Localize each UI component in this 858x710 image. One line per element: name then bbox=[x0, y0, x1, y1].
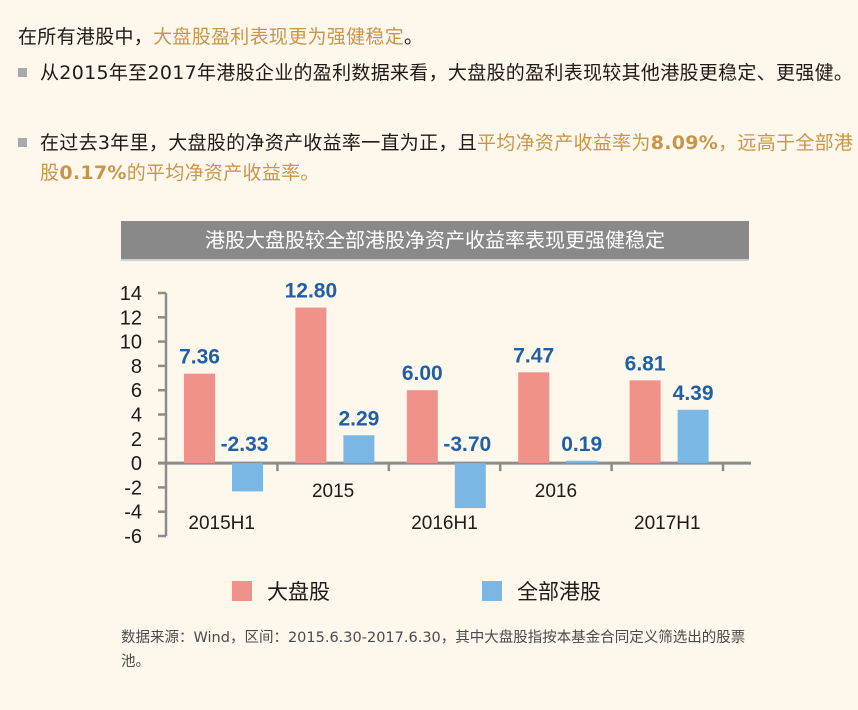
bar-all-hk bbox=[677, 409, 709, 464]
legend-swatch-icon bbox=[482, 581, 502, 601]
bullet-highlight-value: 0.17% bbox=[59, 162, 127, 184]
bar-large-cap bbox=[295, 307, 327, 464]
source-note: 数据来源：Wind，区间：2015.6.30-2017.6.30，其中大盘股指按… bbox=[121, 630, 746, 670]
data-label: 7.47 bbox=[513, 344, 554, 367]
intro-text: 在所有港股中，大盘股盈利表现更为强健稳定。 bbox=[18, 22, 423, 49]
bullet-square-icon bbox=[18, 68, 27, 77]
bar-large-cap bbox=[629, 380, 661, 464]
legend-label: 全部港股 bbox=[517, 580, 601, 604]
x-tick-label: 2015H1 bbox=[188, 513, 255, 534]
bullet-item: 从2015年至2017年港股企业的盈利数据来看，大盘股的盈利表现较其他港股更稳定… bbox=[18, 58, 858, 88]
data-label: 7.36 bbox=[179, 346, 220, 369]
bar-all-hk bbox=[232, 463, 263, 492]
x-tick-label: 2015 bbox=[312, 481, 354, 502]
intro-highlight: 大盘股盈利表现更为强健稳定 bbox=[153, 26, 405, 48]
data-label: 4.39 bbox=[673, 382, 714, 405]
data-label: -3.70 bbox=[443, 433, 491, 456]
bullet-highlight: 的平均净资产收益率。 bbox=[126, 162, 320, 184]
bar-all-hk bbox=[566, 460, 598, 464]
bar-large-cap bbox=[184, 373, 215, 464]
y-tick-label: -4 bbox=[124, 502, 142, 524]
bar-large-cap bbox=[406, 390, 438, 464]
data-label: 0.19 bbox=[561, 433, 602, 456]
legend-item-large-cap: 大盘股 bbox=[232, 576, 330, 606]
bullet-highlight: 平均净资产收益率为 bbox=[477, 132, 651, 154]
y-tick-label: 10 bbox=[120, 332, 142, 354]
bullet-highlight-value: 8.09% bbox=[650, 132, 719, 154]
data-label: 2.29 bbox=[338, 407, 379, 430]
y-tick-label: 14 bbox=[120, 283, 142, 305]
bullet-highlight: ，远高于全部港股 bbox=[40, 132, 854, 184]
x-tick-label: 2017H1 bbox=[634, 513, 701, 534]
y-tick-label: 12 bbox=[120, 307, 142, 329]
legend-label: 大盘股 bbox=[267, 580, 330, 604]
data-label: 6.00 bbox=[402, 362, 443, 385]
legend-item-all-hk: 全部港股 bbox=[482, 576, 601, 606]
intro-prefix: 在所有港股中， bbox=[18, 26, 154, 48]
bar-all-hk bbox=[343, 435, 375, 464]
data-label: -2.33 bbox=[221, 433, 269, 456]
y-tick-label: 4 bbox=[131, 405, 142, 427]
bullet-text: 在过去3年里，大盘股的净资产收益率一直为正，且 bbox=[40, 132, 477, 154]
chart-title: 港股大盘股较全部港股净资产收益率表现更强健稳定 bbox=[121, 221, 749, 261]
intro-suffix: 。 bbox=[404, 26, 424, 48]
legend-swatch-icon bbox=[232, 581, 252, 601]
data-label: 6.81 bbox=[625, 352, 666, 375]
bullet-text: 从2015年至2017年港股企业的盈利数据来看，大盘股的盈利表现较其他港股更稳定… bbox=[40, 62, 854, 84]
x-tick-label: 2016 bbox=[535, 481, 577, 502]
y-tick-label: 8 bbox=[131, 356, 142, 378]
y-tick-label: 6 bbox=[131, 380, 142, 402]
bullet-square-icon bbox=[18, 138, 27, 147]
x-tick-label: 2016H1 bbox=[411, 513, 478, 534]
y-tick-label: -6 bbox=[124, 526, 142, 548]
data-label: 12.80 bbox=[285, 280, 338, 303]
bar-all-hk bbox=[454, 463, 486, 509]
bullet-item: 在过去3年里，大盘股的净资产收益率一直为正，且平均净资产收益率为8.09%，远高… bbox=[18, 128, 858, 188]
y-tick-label: 0 bbox=[131, 453, 142, 475]
y-tick-label: -2 bbox=[124, 477, 142, 499]
y-tick-label: 2 bbox=[131, 429, 142, 451]
bar-large-cap bbox=[518, 372, 550, 464]
